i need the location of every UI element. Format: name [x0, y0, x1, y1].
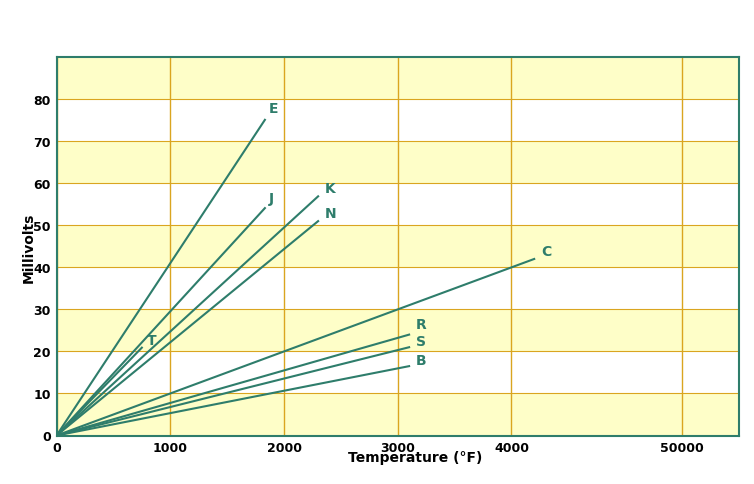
Bar: [57, 268, 739, 310]
Bar: [57, 142, 739, 184]
Text: C: C: [541, 244, 551, 258]
Bar: [57, 310, 739, 352]
Text: E: E: [269, 102, 279, 116]
Text: S: S: [416, 334, 426, 348]
Text: R: R: [416, 318, 427, 332]
Text: K: K: [325, 182, 336, 196]
Bar: [57, 393, 739, 436]
Bar: [57, 100, 739, 142]
Text: Temperature (°F): Temperature (°F): [348, 451, 482, 464]
Text: B: B: [416, 353, 427, 367]
Text: J: J: [269, 192, 274, 206]
Bar: [57, 352, 739, 393]
Text: N: N: [325, 207, 336, 221]
Bar: [57, 58, 739, 100]
Text: T: T: [146, 333, 156, 347]
Text: Thermocouple Millivolts*/Temperature Curves: Thermocouple Millivolts*/Temperature Cur…: [166, 25, 630, 43]
Bar: [57, 184, 739, 226]
Bar: [57, 226, 739, 268]
Text: Millivolts: Millivolts: [21, 212, 35, 282]
